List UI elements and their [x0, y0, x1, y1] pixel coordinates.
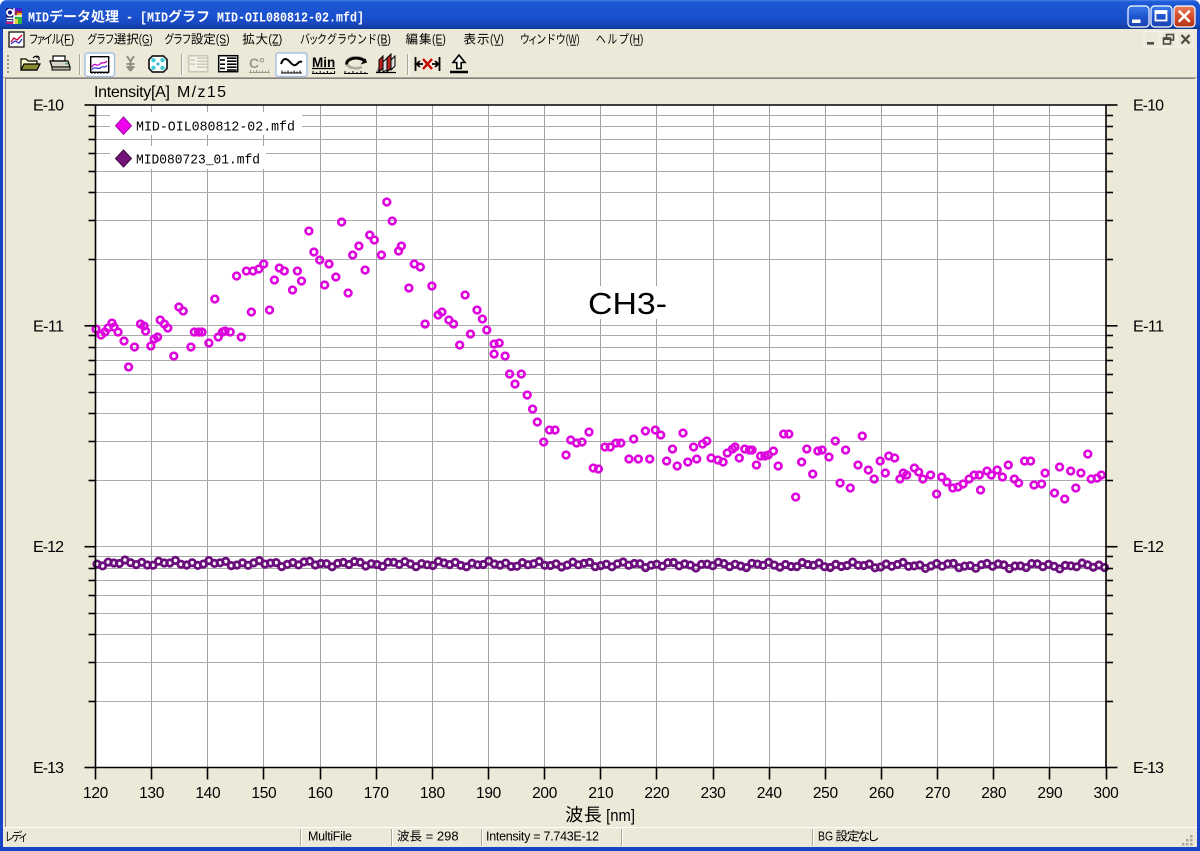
svg-text:Intensity[A]: Intensity[A] — [94, 84, 170, 101]
svg-text:MID-OIL080812-02.mfd]: MID-OIL080812-02.mfd] — [210, 12, 364, 27]
svg-text:(V): (V) — [490, 33, 504, 47]
svg-text:Intensity = 7.743E-12: Intensity = 7.743E-12 — [486, 830, 599, 844]
svg-text:(F): (F) — [60, 33, 74, 47]
svg-text:MultiFile: MultiFile — [308, 830, 352, 844]
svg-text:E-10: E-10 — [1133, 98, 1164, 115]
svg-text:120: 120 — [83, 785, 109, 802]
svg-text:160: 160 — [308, 785, 334, 802]
svg-text:(H): (H) — [630, 33, 644, 47]
svg-text:300: 300 — [1094, 785, 1120, 802]
svg-text:C°: C° — [249, 55, 265, 71]
svg-text:= 298: = 298 — [422, 830, 459, 844]
svg-text:E-11: E-11 — [33, 318, 64, 335]
svg-text:M/z15: M/z15 — [177, 84, 226, 101]
svg-text:(B): (B) — [377, 33, 391, 47]
svg-text:130: 130 — [139, 785, 165, 802]
svg-text:210: 210 — [588, 785, 614, 802]
svg-text:E-11: E-11 — [1133, 318, 1164, 335]
svg-text:230: 230 — [701, 785, 727, 802]
svg-text:200: 200 — [532, 785, 558, 802]
svg-text:E-13: E-13 — [1133, 760, 1164, 777]
svg-text:280: 280 — [981, 785, 1007, 802]
svg-text:(E): (E) — [432, 33, 446, 47]
svg-text:(Z): (Z) — [268, 33, 282, 47]
svg-text:BG: BG — [818, 830, 836, 844]
svg-text:MID: MID — [28, 12, 49, 27]
svg-text:240: 240 — [757, 785, 783, 802]
svg-text:CH3-: CH3- — [588, 286, 667, 321]
svg-text:270: 270 — [925, 785, 951, 802]
svg-text:250: 250 — [813, 785, 839, 802]
svg-text:Min: Min — [312, 55, 335, 70]
svg-text:290: 290 — [1037, 785, 1063, 802]
svg-text:140: 140 — [195, 785, 221, 802]
svg-text:E-12: E-12 — [1133, 539, 1164, 556]
svg-text:190: 190 — [476, 785, 502, 802]
svg-text:E-13: E-13 — [33, 760, 64, 777]
svg-text:(S): (S) — [216, 33, 230, 47]
svg-text:220: 220 — [644, 785, 670, 802]
svg-text:260: 260 — [869, 785, 895, 802]
svg-text:MID080723_01.mfd: MID080723_01.mfd — [136, 153, 260, 168]
svg-text:E-12: E-12 — [33, 539, 64, 556]
svg-text:- [MID: - [MID — [119, 12, 168, 27]
svg-text:[nm]: [nm] — [602, 806, 635, 825]
svg-text:180: 180 — [420, 785, 446, 802]
svg-text:150: 150 — [251, 785, 277, 802]
svg-text:E-10: E-10 — [33, 98, 64, 115]
svg-text:170: 170 — [364, 785, 390, 802]
svg-text:(G): (G) — [139, 33, 153, 47]
svg-text:MID-OIL080812-02.mfd: MID-OIL080812-02.mfd — [136, 121, 295, 136]
svg-text:(W): (W) — [566, 33, 580, 47]
